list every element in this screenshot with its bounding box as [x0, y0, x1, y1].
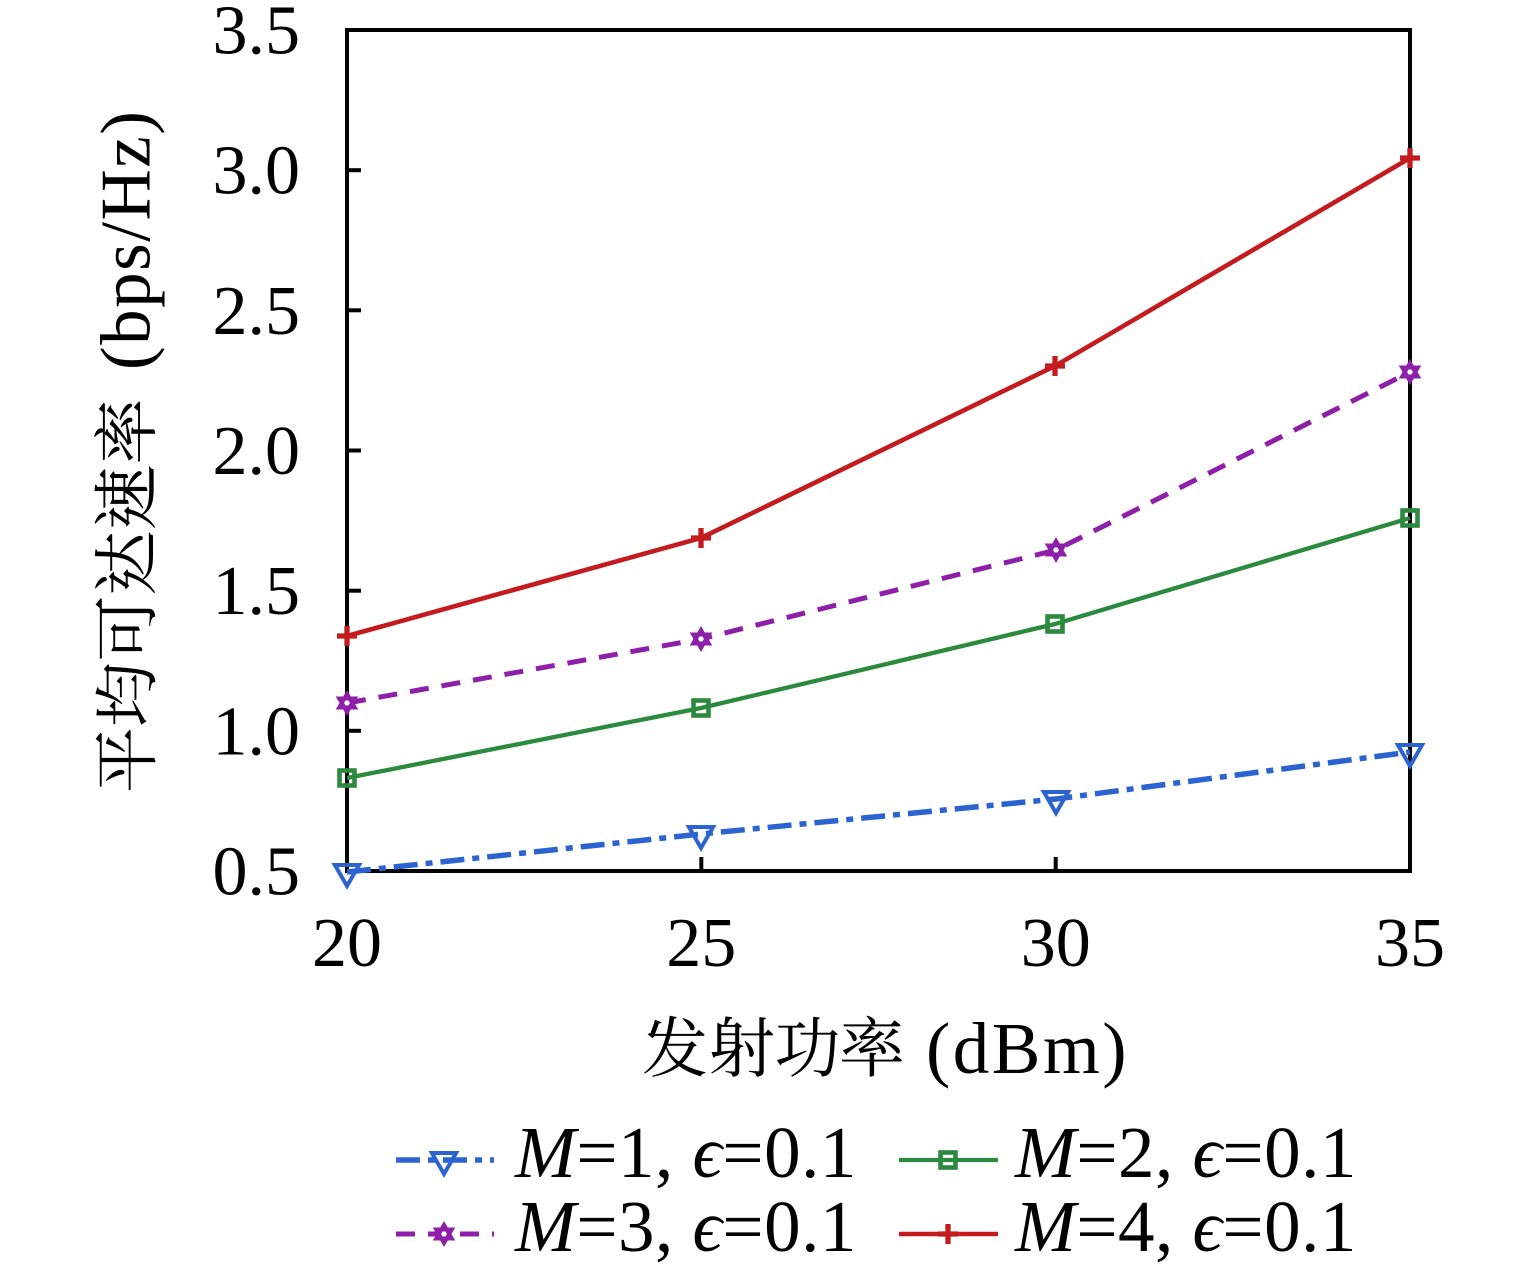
svg-text:1.0: 1.0	[213, 693, 301, 770]
svg-text:25: 25	[666, 905, 736, 982]
svg-text:3.0: 3.0	[213, 133, 301, 210]
svg-text:M=4, ϵ=0.1: M=4, ϵ=0.1	[1014, 1186, 1357, 1267]
svg-text:0.5: 0.5	[213, 834, 301, 911]
svg-text:2.0: 2.0	[213, 413, 301, 490]
svg-text:(dBm): (dBm)	[926, 1008, 1129, 1089]
svg-text:(bps/Hz): (bps/Hz)	[88, 110, 166, 370]
svg-text:30: 30	[1021, 905, 1091, 982]
svg-text:M=1, ϵ=0.1: M=1, ϵ=0.1	[514, 1112, 857, 1193]
svg-text:3.5: 3.5	[213, 0, 301, 70]
svg-text:1.5: 1.5	[213, 553, 301, 630]
svg-text:20: 20	[312, 905, 382, 982]
svg-text:M=3, ϵ=0.1: M=3, ϵ=0.1	[514, 1186, 857, 1267]
svg-text:35: 35	[1375, 905, 1445, 982]
svg-text:2.5: 2.5	[213, 273, 301, 350]
svg-text:M=2, ϵ=0.1: M=2, ϵ=0.1	[1014, 1112, 1357, 1193]
